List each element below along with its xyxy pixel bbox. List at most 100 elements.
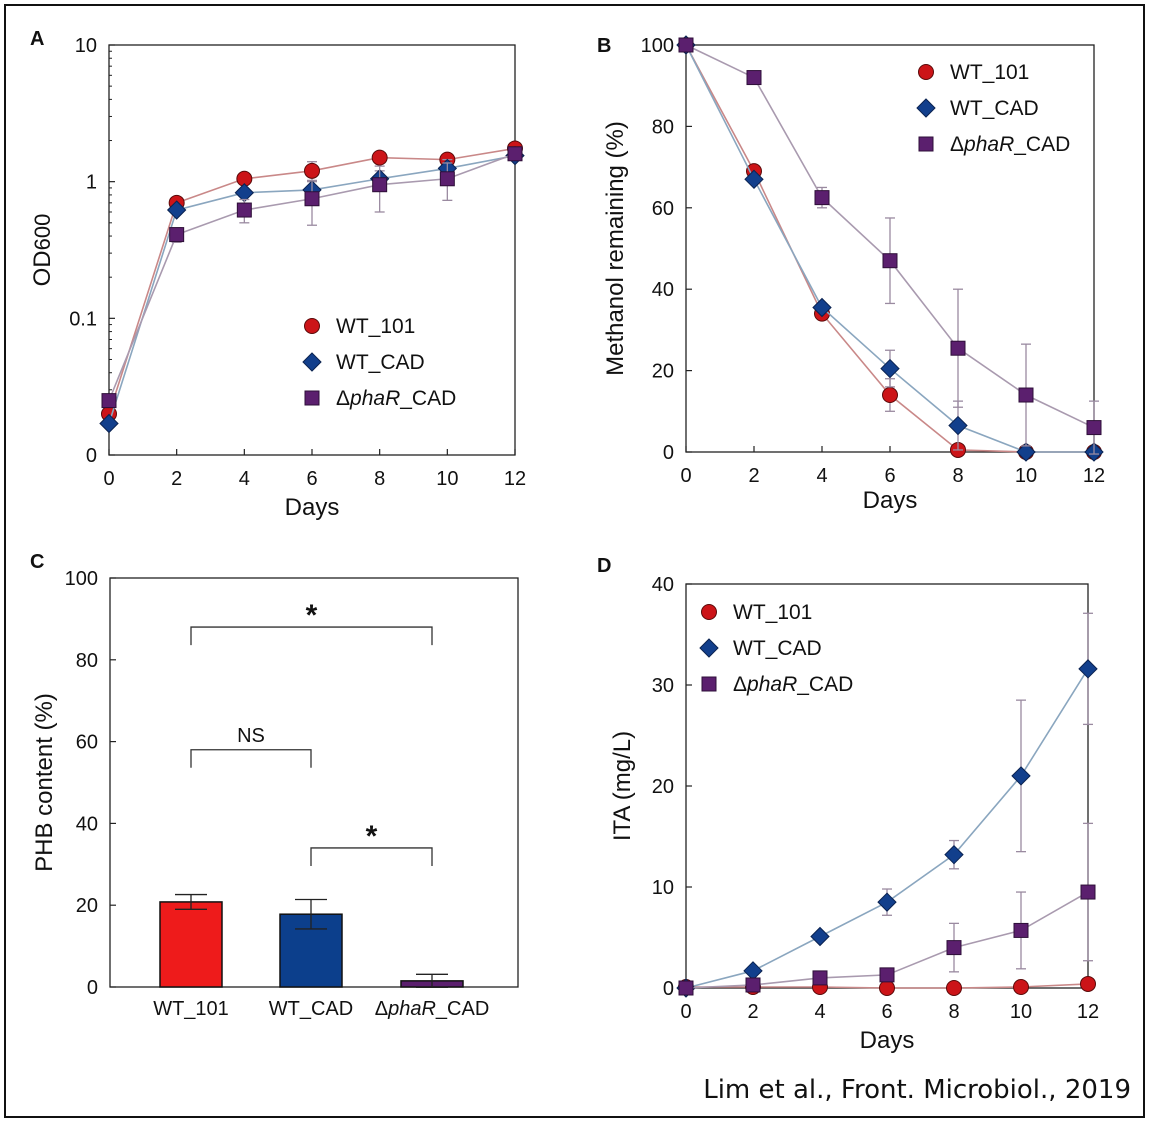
data-point <box>101 393 117 409</box>
data-point <box>946 980 962 996</box>
x-tick-label: 8 <box>952 465 963 487</box>
significance-label: * <box>306 599 318 632</box>
data-point <box>1013 922 1029 938</box>
data-point <box>879 980 895 996</box>
y-tick-label: 1 <box>86 172 97 194</box>
x-tick-label: 12 <box>1077 1001 1099 1023</box>
panel-label: C <box>30 551 44 573</box>
y-tick-label: 100 <box>641 35 674 57</box>
significance-label: * <box>366 820 378 853</box>
y-tick-label: 40 <box>76 813 98 835</box>
data-point <box>1078 659 1098 679</box>
data-point <box>1080 884 1096 900</box>
y-tick-label: 40 <box>652 574 674 596</box>
y-tick-label: 40 <box>652 279 674 301</box>
data-point <box>946 940 962 956</box>
y-axis-label: ITA (mg/L) <box>609 731 636 841</box>
bracket-line <box>190 749 312 768</box>
y-tick-label: 80 <box>76 650 98 672</box>
data-point <box>812 970 828 986</box>
y-tick-label: 60 <box>76 732 98 754</box>
panel-b: B 0 20 40 60 80 100 0 2 4 6 8 10 12 Days Methanol remai… <box>597 35 1105 514</box>
significance-bracket: NS <box>190 725 312 768</box>
y-tick-label: 0 <box>663 978 674 1000</box>
x-tick-label: 10 <box>1015 465 1037 487</box>
legend-marker <box>918 64 934 80</box>
series-phar <box>101 146 523 409</box>
data-point <box>99 413 119 434</box>
x-axis-label: Days <box>860 1027 915 1054</box>
y-tick-label: 0.1 <box>69 308 97 330</box>
data-point <box>304 191 320 207</box>
data-point <box>372 177 388 193</box>
y-tick-label: 80 <box>652 116 674 138</box>
data-point <box>1016 442 1036 462</box>
figure-frame <box>4 4 1145 1118</box>
y-axis-label: OD600 <box>29 214 56 287</box>
y-axis-label: Methanol remaining (%) <box>602 121 629 376</box>
data-point <box>507 146 523 162</box>
legend-label: WT_101 <box>733 601 812 624</box>
legend-marker <box>699 638 719 658</box>
x-tick-label: 10 <box>436 468 458 490</box>
data-point <box>1086 420 1102 436</box>
x-tick-label: 6 <box>881 1001 892 1023</box>
x-tick-label: 4 <box>239 468 250 490</box>
data-point <box>169 227 185 243</box>
data-point <box>882 253 898 269</box>
legend-label: ΔphaR_CAD <box>733 673 853 696</box>
y-tick-label: 20 <box>76 895 98 917</box>
data-point <box>743 961 763 981</box>
data-point <box>877 892 897 912</box>
x-tick-label: 12 <box>504 468 526 490</box>
data-point <box>304 162 320 179</box>
legend-label: WT_CAD <box>733 637 822 660</box>
data-point <box>166 200 187 220</box>
x-axis-label: Days <box>863 487 918 514</box>
legend: WT_101 WT_CAD ΔphaR_CAD <box>302 315 456 410</box>
y-tick-label: 10 <box>652 877 674 899</box>
data-point <box>371 149 388 166</box>
x-tick-label: 2 <box>171 468 182 490</box>
legend-marker <box>918 136 934 152</box>
category-label: WT_CAD <box>269 998 353 1020</box>
data-point <box>880 358 900 379</box>
y-tick-label: 10 <box>75 35 97 57</box>
panel-a: A 10 1 0.1 00 2 4 6 8 10 12 Days OD600 WT_101 WT_CAD Δp… <box>29 28 526 521</box>
x-tick-label: 4 <box>816 465 827 487</box>
panel-label: D <box>597 555 611 577</box>
data-point <box>678 37 694 53</box>
data-point <box>236 202 252 218</box>
series-phar <box>678 37 1102 455</box>
panel-c: C 0 20 40 60 80 100 PHB content (%) WT_101 WT_CAD… <box>30 551 519 1020</box>
panel-label: A <box>30 28 44 50</box>
x-tick-label: 4 <box>814 1001 825 1023</box>
legend-label: WT_CAD <box>336 351 425 374</box>
data-point <box>1080 975 1096 992</box>
y-axis-label: PHB content (%) <box>31 693 58 872</box>
legend-marker <box>916 98 936 118</box>
legend-marker <box>302 352 322 372</box>
series-wtcad <box>676 612 1098 998</box>
legend: WT_101 WT_CAD ΔphaR_CAD <box>916 61 1070 156</box>
bracket-line <box>310 847 433 866</box>
data-point <box>439 171 455 187</box>
x-tick-label: 2 <box>747 1001 758 1023</box>
legend-marker <box>701 676 717 692</box>
x-axis-label: Days <box>285 494 340 521</box>
y-tick-label: 20 <box>652 776 674 798</box>
y-tick-label: 0 <box>87 977 98 999</box>
data-point <box>950 340 966 356</box>
data-point <box>1011 766 1031 786</box>
data-point <box>746 70 762 86</box>
legend-label: ΔphaR_CAD <box>950 133 1070 156</box>
x-tick-label: 0 <box>103 468 114 490</box>
bracket-line <box>190 626 433 646</box>
x-tick-label: 12 <box>1083 465 1105 487</box>
series-phar <box>678 822 1096 996</box>
x-tick-label: 10 <box>1010 1001 1032 1023</box>
category-label: ΔphaR_CAD <box>375 998 490 1020</box>
legend: WT_101 WT_CAD ΔphaR_CAD <box>699 601 853 696</box>
